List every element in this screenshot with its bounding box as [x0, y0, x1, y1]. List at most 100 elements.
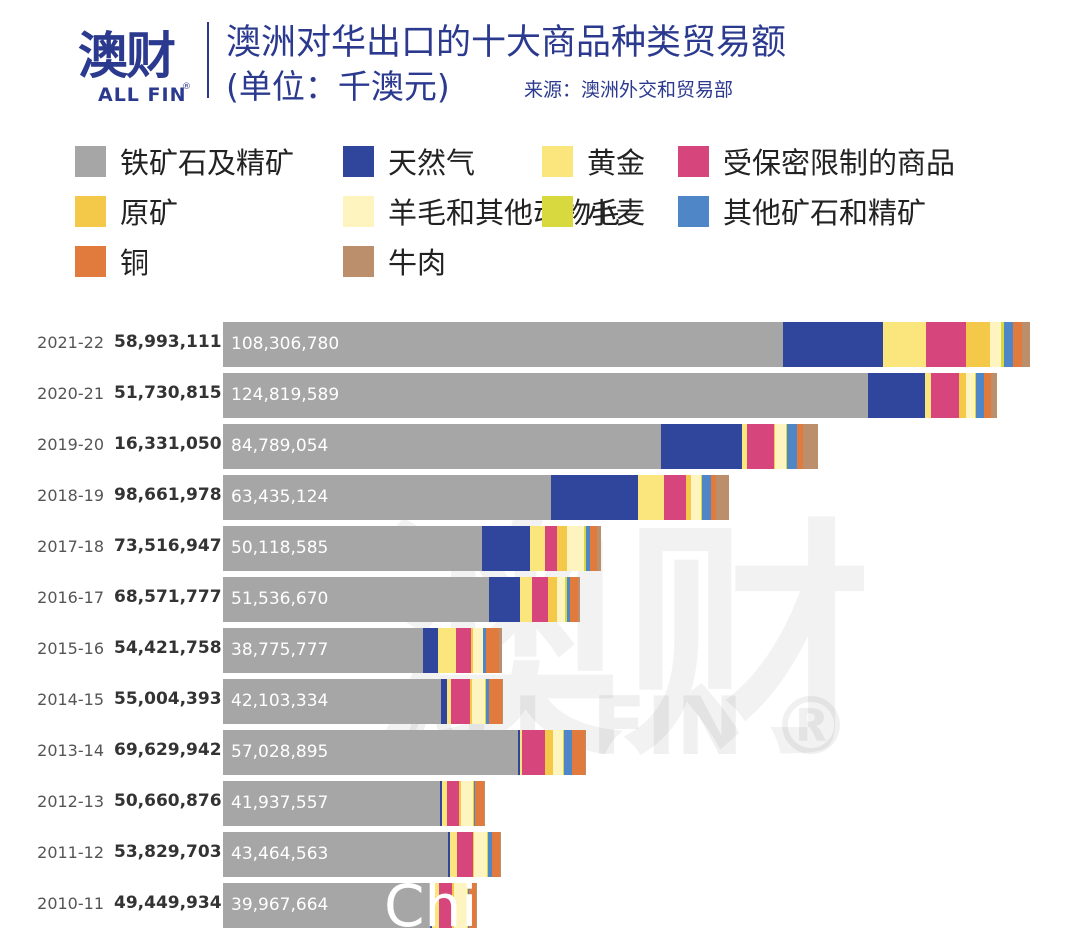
bar-segment: [472, 628, 483, 673]
bar-segment: [223, 781, 440, 826]
legend-item: 牛肉: [343, 243, 447, 280]
bar-segment: [223, 679, 441, 724]
year-label: 2013-14: [37, 741, 104, 760]
total-label: 49,449,934: [114, 893, 222, 913]
bar-segment: [475, 883, 477, 928]
bar-segment: [432, 883, 439, 928]
total-label: 16,331,050: [114, 434, 222, 454]
bar-segment: [472, 832, 474, 877]
bar-segment: [483, 628, 486, 673]
total-label: 50,660,876: [114, 791, 222, 811]
bar-segment: [453, 883, 467, 928]
year-label: 2021-22: [37, 333, 104, 352]
bar-segment: [990, 322, 1002, 367]
iron-ore-value-label: 108,306,780: [231, 334, 340, 354]
legend-item: 铁矿石及精矿: [75, 143, 295, 180]
legend-swatch: [678, 145, 709, 177]
legend-swatch: [75, 245, 106, 277]
bar-segment: [747, 424, 774, 469]
bar-segment: [548, 577, 557, 622]
overlay-text: Chi: [384, 872, 478, 940]
bar-segment: [797, 424, 804, 469]
bar-segment: [565, 577, 567, 622]
bar-segment: [466, 883, 468, 928]
bar-segment: [965, 322, 991, 367]
bar-segment: [1003, 322, 1014, 367]
year-label: 2011-12: [37, 843, 104, 862]
bar-segment: [775, 424, 786, 469]
bar-segment: [589, 526, 598, 571]
bar-segment: [597, 526, 602, 571]
legend-swatch: [343, 145, 374, 177]
total-label: 68,571,777: [114, 587, 222, 607]
legend-label: 受保密限制的商品: [723, 146, 956, 180]
bar-segment: [1021, 322, 1031, 367]
bar-segment: [501, 679, 503, 724]
bar-segment: [715, 475, 730, 520]
bar-segment: [442, 781, 447, 826]
bar-segment: [473, 781, 475, 826]
bar-segment: [484, 781, 486, 826]
bar-segment: [786, 424, 788, 469]
bar-segment: [485, 628, 500, 673]
total-label: 53,829,703: [114, 842, 222, 862]
bar-segment: [223, 475, 551, 520]
bar-segment: [489, 679, 502, 724]
bar-segment: [437, 628, 456, 673]
logo-cn: 澳财: [78, 27, 176, 85]
total-label: 98,661,978: [114, 485, 222, 505]
bar-segment: [470, 679, 473, 724]
bar-segment: [926, 322, 966, 367]
iron-ore-value-label: 124,819,589: [231, 385, 340, 405]
total-label: 55,004,393: [114, 689, 222, 709]
bar-segment: [556, 526, 568, 571]
bar-segment: [773, 424, 776, 469]
bar-segment: [457, 832, 473, 877]
bar-segment: [931, 373, 959, 418]
iron-ore-value-label: 41,937,557: [231, 793, 329, 813]
legend: 铁矿石及精矿 天然气 黄金 受保密限制的商品 原矿 羊毛和其他动物毛 小麦 其他矿石和精矿铜 牛…: [75, 140, 1035, 280]
bar-segment: [991, 373, 998, 418]
legend-swatch: [343, 195, 374, 227]
legend-label: 铁矿石及精矿: [120, 146, 295, 180]
bar-segment: [455, 628, 472, 673]
legend-label: 天然气: [388, 146, 476, 180]
bar-segment: [742, 424, 748, 469]
total-label: 69,629,942: [114, 740, 222, 760]
bar-segment: [482, 628, 484, 673]
bar-segment: [520, 730, 522, 775]
bar-segment: [566, 577, 571, 622]
year-label: 2018-19: [37, 486, 104, 505]
header-divider: [207, 22, 209, 98]
logo-en: ALL FIN: [98, 84, 187, 106]
total-label: 51,730,815: [114, 383, 222, 403]
legend-label: 黄金: [587, 146, 646, 180]
legend-label: 牛肉: [388, 246, 447, 280]
year-label: 2014-15: [37, 690, 104, 709]
legend-swatch: [542, 195, 573, 227]
bar-segment: [787, 424, 798, 469]
total-label: 54,421,758: [114, 638, 222, 658]
legend-swatch: [75, 195, 106, 227]
logo: 澳财 ALL FIN: [78, 14, 198, 106]
bar-segment: [223, 424, 662, 469]
bar-segment: [223, 883, 430, 928]
year-label: 2016-17: [37, 588, 104, 607]
legend-item: 铜: [75, 243, 149, 280]
bar-segment: [983, 373, 992, 418]
bar-segment: [439, 781, 443, 826]
chart-subtitle: (单位：千澳元): [226, 67, 450, 106]
bar-segment: [583, 526, 586, 571]
year-label: 2015-16: [37, 639, 104, 658]
bar-segment: [447, 832, 451, 877]
bar-segment: [1013, 322, 1022, 367]
total-label: 58,993,111: [114, 332, 222, 352]
bar-segment: [485, 679, 490, 724]
year-label: 2010-11: [37, 894, 104, 913]
chart-source: 来源：澳洲外交和贸易部: [524, 79, 734, 101]
bar-segment: [458, 781, 461, 826]
legend-label: 其他矿石和精矿: [723, 196, 927, 230]
legend-item: 羊毛和其他动物毛: [343, 193, 620, 230]
bar-segment: [474, 781, 485, 826]
iron-ore-value-label: 51,536,670: [231, 589, 329, 609]
